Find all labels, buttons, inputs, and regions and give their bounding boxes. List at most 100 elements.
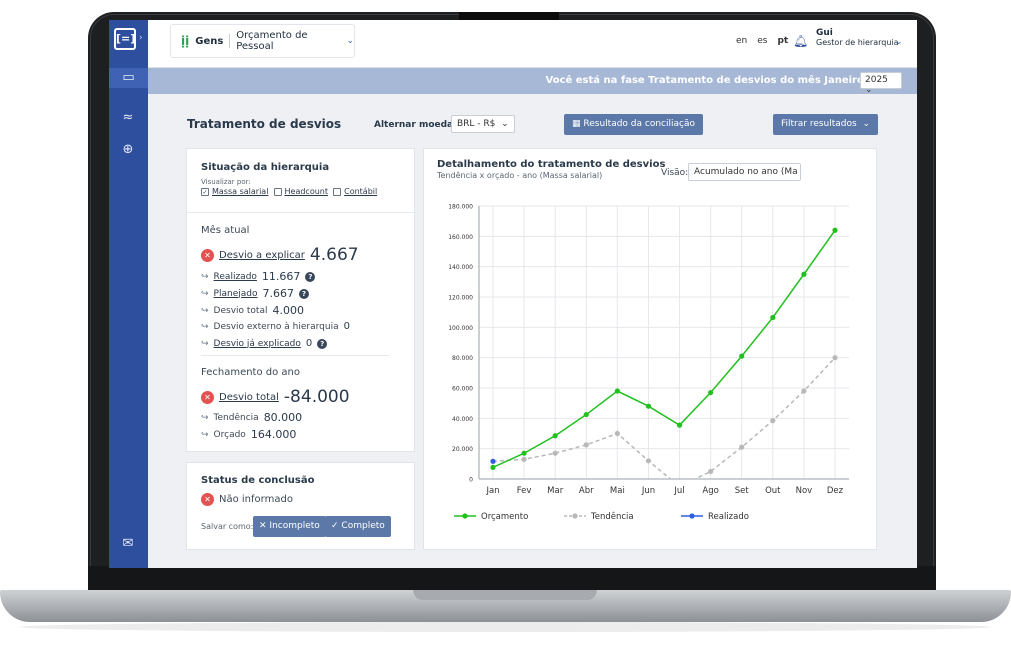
filter-results-button[interactable]: Filtrar resultados ⌄ xyxy=(773,114,878,135)
close-circle-icon: ✕ xyxy=(201,493,214,506)
year-value: 2025 xyxy=(865,75,888,85)
view-select[interactable]: Acumulado no ano (Ma ⌄ xyxy=(688,163,801,181)
external-deviation-value: 0 xyxy=(343,321,350,332)
view-value: Acumulado no ano (Ma xyxy=(694,167,798,177)
user-menu[interactable]: Gui Gestor de hierarquia xyxy=(816,28,899,47)
analysis-search-icon[interactable]: ⊕ xyxy=(122,142,134,157)
checkbox-icon[interactable] xyxy=(333,187,342,196)
return-arrow-icon: ↪ xyxy=(201,321,209,332)
incomplete-button[interactable]: ✕ Incompleto xyxy=(253,516,326,537)
reconciliation-button[interactable]: ▦ Resultado da conciliação xyxy=(564,114,703,135)
lang-pt[interactable]: pt xyxy=(777,36,789,46)
checkbox-icon[interactable] xyxy=(273,187,282,196)
help-icon[interactable]: ? xyxy=(317,338,328,349)
planned-link[interactable]: Planejado xyxy=(213,288,258,299)
year-close-label: Fechamento do ano xyxy=(201,367,300,378)
total-deviation-row: ↪ Desvio total 4.000 xyxy=(201,304,304,317)
module-name: Orçamento de Pessoal xyxy=(236,30,308,52)
data-point xyxy=(676,422,683,428)
data-point xyxy=(801,388,807,394)
chevron-down-icon: ⌄ xyxy=(346,36,354,46)
phase-bar: Você está na fase Tratamento de desvios … xyxy=(148,68,917,95)
x-tick-label: Fev xyxy=(517,486,532,496)
legend-marker xyxy=(572,513,578,519)
chevron-down-icon[interactable]: ⌄ xyxy=(895,37,903,47)
chat-icon[interactable]: ✉ xyxy=(122,536,134,551)
data-point xyxy=(521,450,527,456)
phase-text: Você está na fase Tratamento de desvios … xyxy=(545,75,872,86)
reconciliation-label: Resultado da conciliação xyxy=(583,119,695,129)
currency-value: BRL - R$ xyxy=(457,119,496,129)
total-deviation-value: 4.000 xyxy=(272,304,304,317)
data-point xyxy=(832,227,838,233)
lang-en[interactable]: en xyxy=(736,36,748,46)
data-point xyxy=(552,433,558,439)
trend-row: ↪ Tendência 80.000 xyxy=(201,411,302,424)
data-point xyxy=(645,403,652,409)
laptop-shadow xyxy=(20,622,990,632)
chart-title: Detalhamento do tratamento de desvios xyxy=(437,159,666,170)
y-tick-label: 60.000 xyxy=(452,386,473,393)
gens-app-icon: ịị xyxy=(181,34,190,48)
series-line xyxy=(492,357,836,479)
trend-value: 80.000 xyxy=(263,411,303,424)
status-card: Status de conclusão ✕ Não informado Salv… xyxy=(186,462,415,550)
option-contabil[interactable]: Contábil xyxy=(344,187,378,196)
option-massa-salarial[interactable]: Massa salarial xyxy=(212,187,269,196)
handshake-icon[interactable]: ≈ xyxy=(122,110,134,125)
deviation-value: 4.667 xyxy=(309,245,359,265)
y-tick-label: 20.000 xyxy=(452,446,473,453)
hierarchy-title: Situação da hierarquia xyxy=(201,162,330,173)
app-name: Gens xyxy=(195,35,224,47)
y-tick-label: 120.000 xyxy=(448,295,473,302)
option-headcount[interactable]: Headcount xyxy=(284,187,329,196)
checkbox-checked-icon[interactable]: ✓ xyxy=(201,187,209,196)
data-point xyxy=(645,458,652,464)
year-total-link[interactable]: Desvio total xyxy=(219,391,279,403)
budget-row: ↪ Orçado 164.000 xyxy=(201,428,296,441)
currency-select[interactable]: BRL - R$ ⌄ xyxy=(451,115,515,133)
legend-label: Realizado xyxy=(708,512,749,522)
data-point xyxy=(770,418,776,424)
help-icon[interactable]: ? xyxy=(298,288,309,299)
explained-deviation-value: 0 xyxy=(305,338,313,349)
logo-icon[interactable]: [=] xyxy=(114,28,136,50)
return-arrow-icon: ↪ xyxy=(201,429,209,440)
data-point xyxy=(552,450,558,456)
year-total-row: ✕ Desvio total -84.000 xyxy=(201,387,350,407)
budget-icon[interactable]: ▭ xyxy=(109,68,148,88)
user-name: Gui xyxy=(816,28,833,38)
laptop-base-notch xyxy=(413,590,597,600)
y-tick-label: 40.000 xyxy=(452,416,473,423)
x-tick-label: Mar xyxy=(547,486,564,496)
user-role: Gestor de hierarquia xyxy=(816,38,899,47)
divider xyxy=(229,34,231,48)
series-line xyxy=(492,229,836,469)
lang-es[interactable]: es xyxy=(757,36,768,46)
x-tick-label: Jun xyxy=(641,486,655,496)
check-icon: ✓ xyxy=(331,521,339,531)
chevron-down-circle-icon: ⌄ xyxy=(859,119,870,129)
year-select[interactable]: 2025 ⌄ xyxy=(860,72,902,95)
realized-link[interactable]: Realizado xyxy=(213,271,257,282)
complete-button[interactable]: ✓ Completo xyxy=(325,516,391,537)
status-row: ✕ Não informado xyxy=(201,493,293,506)
close-circle-icon: ✕ xyxy=(201,248,214,262)
bell-icon[interactable]: 🔔︎ xyxy=(793,34,809,48)
deviation-link[interactable]: Desvio a explicar xyxy=(219,249,305,261)
help-icon[interactable]: ? xyxy=(305,271,316,282)
return-arrow-icon: ↪ xyxy=(201,271,209,282)
legend-marker xyxy=(462,513,468,519)
x-tick-label: Out xyxy=(765,486,781,496)
save-as-label: Salvar como: xyxy=(201,522,254,531)
x-tick-label: Set xyxy=(735,486,750,496)
legend-label: Tendência xyxy=(590,511,634,522)
x-tick-label: Abr xyxy=(579,486,594,496)
status-value: Não informado xyxy=(219,494,293,505)
explained-deviation-link[interactable]: Desvio já explicado xyxy=(213,338,301,349)
chevron-right-icon[interactable]: › xyxy=(139,33,143,43)
app-switcher[interactable]: ịị Gens Orçamento de Pessoal ⌄ xyxy=(170,24,355,58)
close-circle-icon: ✕ xyxy=(201,390,214,404)
realized-row: ↪ Realizado 11.667 ? xyxy=(201,270,316,283)
x-tick-label: Ago xyxy=(702,486,718,496)
